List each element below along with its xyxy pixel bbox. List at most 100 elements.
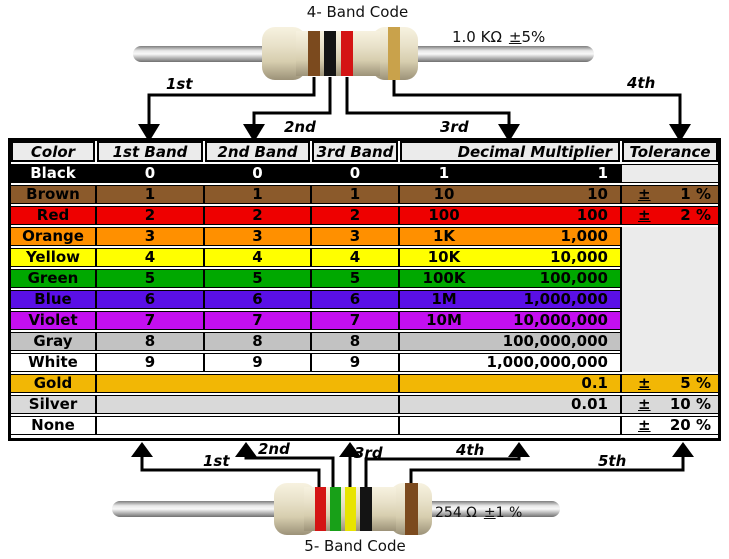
table-row: None ± 20 %: [11, 416, 718, 435]
table-header-row: Color 1st Band 2nd Band 3rd Band Decimal…: [11, 141, 718, 162]
color-name-cell: Orange: [11, 227, 97, 246]
header-2nd-band: 2nd Band: [205, 141, 310, 162]
table-row: White 9 9 9 1,000,000,000: [11, 353, 718, 372]
multiplier-long: 10,000: [550, 248, 608, 266]
multiplier-cell: 100 100: [400, 206, 622, 225]
color-name-cell: White: [11, 353, 97, 372]
resistance-value: 254 Ω: [435, 505, 477, 521]
tolerance-value: 1 %: [495, 505, 523, 521]
band3-cell: 5: [312, 269, 400, 288]
multiplier-long: 100,000: [539, 269, 608, 287]
band3-cell: 0: [312, 164, 400, 183]
multiplier-long: 100: [576, 206, 608, 224]
band-1st-brown-icon: [308, 31, 320, 76]
band-2nd-black-icon: [324, 31, 336, 76]
band2-cell: 5: [205, 269, 312, 288]
color-name-cell: Red: [11, 206, 97, 225]
tolerance-value: 2 %: [680, 206, 711, 224]
plus-minus-sign: ±: [638, 416, 651, 434]
arrow-label-4th-bottom: 4th: [456, 441, 485, 459]
plus-minus-sign: ±: [638, 395, 651, 413]
table-row: Silver 0.01 ± 10 %: [11, 395, 718, 414]
tolerance-value: 5%: [521, 28, 546, 46]
band2-cell: 0: [205, 164, 312, 183]
table-row: Black 0 0 0 1 1: [11, 164, 718, 183]
multiplier-short: 100K: [422, 269, 466, 287]
multiplier-cell: [400, 416, 622, 435]
multiplier-cell: 10K 10,000: [400, 248, 622, 267]
color-name-cell: Blue: [11, 290, 97, 309]
arrow-label-2nd-top: 2nd: [284, 118, 316, 136]
multiplier-short: 10: [433, 185, 455, 203]
arrow-label-3rd-bottom: 3rd: [354, 444, 383, 462]
band-2nd-green-icon: [330, 487, 341, 531]
tolerance-cell: ± 20 %: [622, 416, 718, 435]
color-name-cell: Silver: [11, 395, 97, 414]
band2-cell: 8: [205, 332, 312, 351]
tolerance-cell: [622, 164, 718, 183]
multiplier-long: 1,000: [560, 227, 608, 245]
band1-cell: 5: [97, 269, 205, 288]
color-name-cell: Gray: [11, 332, 97, 351]
tolerance-cell: ± 2 %: [622, 206, 718, 225]
four-band-title: 4- Band Code: [306, 3, 409, 21]
arrowheads-top: [138, 124, 691, 140]
multiplier-cell: 10M 10,000,000: [400, 311, 622, 330]
band-5th-brown-icon: [405, 483, 418, 535]
arrow-label-2nd-bottom: 2nd: [258, 440, 290, 458]
table-row: Gray 8 8 8 100,000,000: [11, 332, 718, 351]
band1-cell: 8: [97, 332, 205, 351]
multiplier-long: 10: [587, 185, 608, 203]
header-color: Color: [11, 141, 95, 162]
band1-cell: 3: [97, 227, 205, 246]
plus-minus-sign: ±: [483, 505, 496, 521]
multiplier-long: 1: [597, 164, 608, 182]
band2-cell: 4: [205, 248, 312, 267]
band1-cell: 2: [97, 206, 205, 225]
band3-cell: 2: [312, 206, 400, 225]
band1-cell: [97, 374, 400, 393]
multiplier-short: 10M: [426, 311, 462, 329]
band2-cell: 3: [205, 227, 312, 246]
multiplier-long: 10,000,000: [513, 311, 608, 329]
multiplier-cell: 100,000,000: [400, 332, 622, 351]
table-row: Violet 7 7 7 10M 10,000,000: [11, 311, 718, 330]
band3-cell: 9: [312, 353, 400, 372]
header-tolerance: Tolerance: [622, 141, 718, 162]
arrowheads-bottom: [131, 442, 694, 457]
multiplier-cell: 1 1: [400, 164, 622, 183]
band2-cell: 6: [205, 290, 312, 309]
multiplier-long: 1,000,000,000: [486, 353, 608, 371]
band1-cell: [97, 416, 400, 435]
color-name-cell: Black: [11, 164, 97, 183]
band1-cell: 7: [97, 311, 205, 330]
table-row: Yellow 4 4 4 10K 10,000: [11, 248, 718, 267]
multiplier-short: 1M: [431, 290, 457, 308]
band1-cell: [97, 395, 400, 414]
pointer-arrows-top: [147, 77, 682, 124]
multiplier-long: 0.01: [570, 395, 608, 413]
multiplier-short: 10K: [427, 248, 461, 266]
plus-minus-sign: ±: [638, 374, 651, 392]
color-name-cell: Brown: [11, 185, 97, 204]
five-band-resistor-value: 254 Ω ±1 %: [435, 505, 522, 521]
band2-cell: 1: [205, 185, 312, 204]
multiplier-cell: 100K 100,000: [400, 269, 622, 288]
band2-cell: 2: [205, 206, 312, 225]
resistance-value: 1.0 KΩ: [452, 28, 502, 46]
multiplier-cell: 1K 1,000: [400, 227, 622, 246]
tolerance-value: 20 %: [669, 416, 711, 434]
tolerance-cell: ± 5 %: [622, 374, 718, 393]
band2-cell: 7: [205, 311, 312, 330]
plus-minus-sign: ±: [508, 28, 522, 46]
band1-cell: 9: [97, 353, 205, 372]
pointer-arrows-bottom: [140, 456, 685, 487]
color-code-table: Color 1st Band 2nd Band 3rd Band Decimal…: [8, 138, 721, 441]
five-band-resistor-graphic: [112, 442, 694, 535]
multiplier-long: 1,000,000: [523, 290, 608, 308]
arrow-label-3rd-top: 3rd: [440, 118, 469, 136]
tolerance-value: 5 %: [680, 374, 711, 392]
multiplier-long: 0.1: [581, 374, 608, 392]
color-name-cell: Gold: [11, 374, 97, 393]
